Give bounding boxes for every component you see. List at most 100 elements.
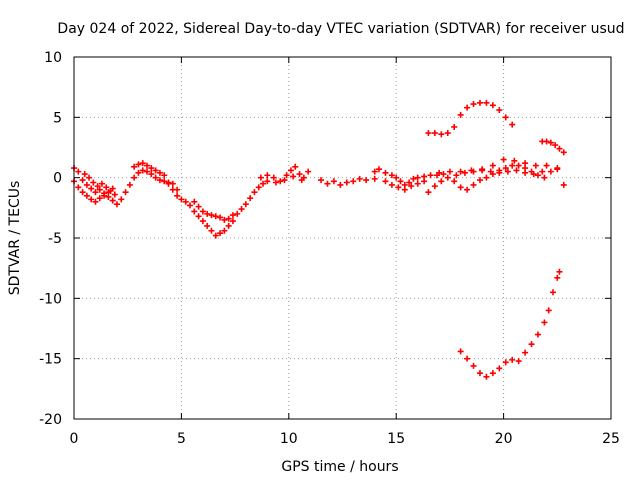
data-point bbox=[539, 168, 546, 175]
data-point bbox=[296, 171, 303, 178]
data-point bbox=[496, 169, 503, 176]
data-point bbox=[489, 370, 496, 377]
data-point bbox=[191, 208, 198, 215]
data-point bbox=[356, 175, 363, 182]
y-tick-label: -10 bbox=[39, 291, 62, 307]
data-point bbox=[107, 187, 114, 194]
data-point bbox=[457, 184, 464, 191]
data-point bbox=[395, 184, 402, 191]
series-arc-d bbox=[131, 160, 168, 179]
data-point bbox=[86, 174, 93, 181]
data-point bbox=[522, 349, 529, 356]
data-point bbox=[556, 268, 563, 275]
data-point bbox=[547, 168, 554, 175]
series-arc-n bbox=[453, 167, 546, 179]
data-point bbox=[174, 192, 181, 199]
data-point bbox=[204, 222, 211, 229]
data-point bbox=[515, 358, 522, 365]
data-point bbox=[476, 99, 483, 106]
data-point bbox=[83, 192, 90, 199]
series-arc-f bbox=[191, 198, 236, 223]
data-point bbox=[509, 356, 516, 363]
data-point bbox=[103, 184, 110, 191]
data-point bbox=[118, 196, 125, 203]
data-point bbox=[554, 274, 561, 281]
data-point bbox=[277, 178, 284, 185]
data-point bbox=[161, 178, 168, 185]
data-point bbox=[126, 181, 133, 188]
data-point bbox=[257, 174, 264, 181]
data-point bbox=[225, 222, 232, 229]
data-point bbox=[199, 218, 206, 225]
data-point bbox=[470, 181, 477, 188]
data-point bbox=[464, 104, 471, 111]
data-point bbox=[489, 162, 496, 169]
data-point bbox=[113, 201, 120, 208]
series-arc-p bbox=[539, 138, 567, 156]
data-point bbox=[464, 186, 471, 193]
data-point bbox=[371, 168, 378, 175]
y-tick-label: 5 bbox=[53, 110, 62, 126]
data-point bbox=[96, 186, 103, 193]
data-point bbox=[388, 181, 395, 188]
data-point bbox=[204, 210, 211, 217]
data-point bbox=[131, 163, 138, 170]
data-point bbox=[513, 167, 520, 174]
grid-lines bbox=[74, 57, 611, 419]
data-point bbox=[92, 198, 99, 205]
data-point bbox=[350, 178, 357, 185]
series-arc-k bbox=[382, 178, 428, 193]
data-point bbox=[98, 180, 105, 187]
data-point bbox=[541, 174, 548, 181]
series-arc-i bbox=[318, 175, 378, 188]
data-point bbox=[470, 101, 477, 108]
y-axis-label: SDTVAR / TECUs bbox=[7, 181, 23, 296]
data-point bbox=[545, 307, 552, 314]
data-point bbox=[534, 331, 541, 338]
data-point bbox=[406, 179, 413, 186]
data-point bbox=[270, 174, 277, 181]
data-point bbox=[502, 359, 509, 366]
data-point bbox=[221, 216, 228, 223]
y-tick-label: 10 bbox=[44, 50, 62, 66]
plot-border bbox=[73, 56, 612, 420]
data-point bbox=[532, 162, 539, 169]
data-point bbox=[382, 178, 389, 185]
data-point bbox=[135, 169, 142, 176]
series-arc-l bbox=[425, 162, 567, 196]
data-point bbox=[131, 174, 138, 181]
data-point bbox=[238, 206, 245, 213]
data-point bbox=[502, 165, 509, 172]
series-arc-b bbox=[71, 178, 116, 205]
data-point bbox=[111, 191, 118, 198]
data-point bbox=[81, 171, 88, 178]
data-point bbox=[410, 175, 417, 182]
data-point bbox=[178, 196, 185, 203]
x-tick-label: 25 bbox=[602, 431, 620, 447]
series-arc-e bbox=[165, 180, 267, 239]
data-point bbox=[90, 179, 97, 186]
data-point bbox=[75, 168, 82, 175]
data-point bbox=[152, 167, 159, 174]
data-point bbox=[534, 172, 541, 179]
data-point bbox=[502, 114, 509, 121]
data-point bbox=[79, 177, 86, 184]
data-point bbox=[191, 198, 198, 205]
data-point bbox=[476, 177, 483, 184]
data-point bbox=[229, 212, 236, 219]
data-point bbox=[408, 183, 415, 190]
series-arc-a bbox=[71, 165, 181, 208]
data-point bbox=[290, 173, 297, 180]
data-point bbox=[221, 227, 228, 234]
x-tick-label: 15 bbox=[387, 431, 405, 447]
data-point bbox=[376, 166, 383, 173]
data-point bbox=[79, 189, 86, 196]
data-point bbox=[431, 130, 438, 137]
data-point bbox=[371, 175, 378, 182]
data-point bbox=[483, 174, 490, 181]
data-point bbox=[148, 171, 155, 178]
data-point bbox=[195, 203, 202, 210]
x-tick-label: 20 bbox=[495, 431, 513, 447]
data-point bbox=[530, 171, 537, 178]
